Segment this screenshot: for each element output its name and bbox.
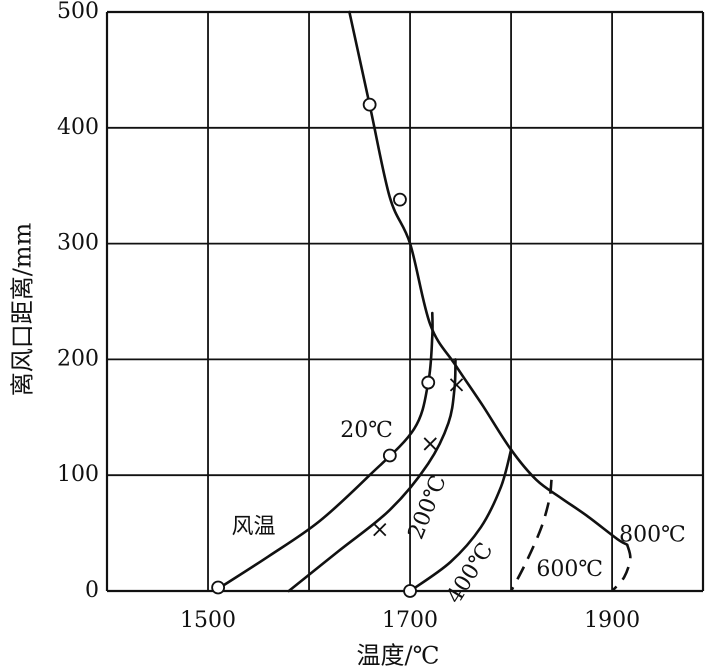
curve-label: 400℃ [442,538,498,608]
series-line-800℃ [611,544,632,592]
cross-marker [373,522,387,537]
circle-marker [403,584,417,598]
grid-layer [105,10,705,593]
circle-marker [211,580,226,595]
series-line-600℃ [509,479,553,592]
series-line-400℃ [408,448,513,593]
curve-label: 20℃ [340,418,393,443]
series-line-风温 [348,10,629,546]
x-axis-title: 温度/℃ [357,642,440,670]
x-tick-label: 1900 [584,608,640,633]
curve-label: 600℃ [536,557,603,582]
y-axis-title: 离风口距离/mm [9,222,37,396]
curve-label: 风温 [231,514,275,539]
y-tick-label: 300 [57,231,99,256]
cross-marker-stroke [423,437,437,451]
series-line-200℃ [287,358,457,593]
y-tick-label: 500 [57,0,99,24]
circle-marker [362,97,377,112]
circle-marker [393,192,407,207]
cross-marker-stroke [373,522,387,537]
series-line-20℃ [218,311,434,589]
y-tick-label: 400 [57,115,99,140]
y-tick-label: 0 [85,578,99,603]
circle-marker [382,448,397,463]
y-tick-label: 200 [57,346,99,371]
curve-label: 800℃ [619,522,686,547]
x-tick-label: 1500 [180,608,236,633]
cross-marker [449,378,464,392]
cross-marker-stroke [449,378,464,392]
marker-layer [211,97,464,598]
y-tick-label: 100 [57,462,99,487]
x-tick-label: 1700 [382,608,438,633]
tick-layer: 0 100 200 300 400 500 1500 1700 1900 [57,0,640,633]
cross-marker [423,437,437,451]
circle-marker [421,375,436,390]
